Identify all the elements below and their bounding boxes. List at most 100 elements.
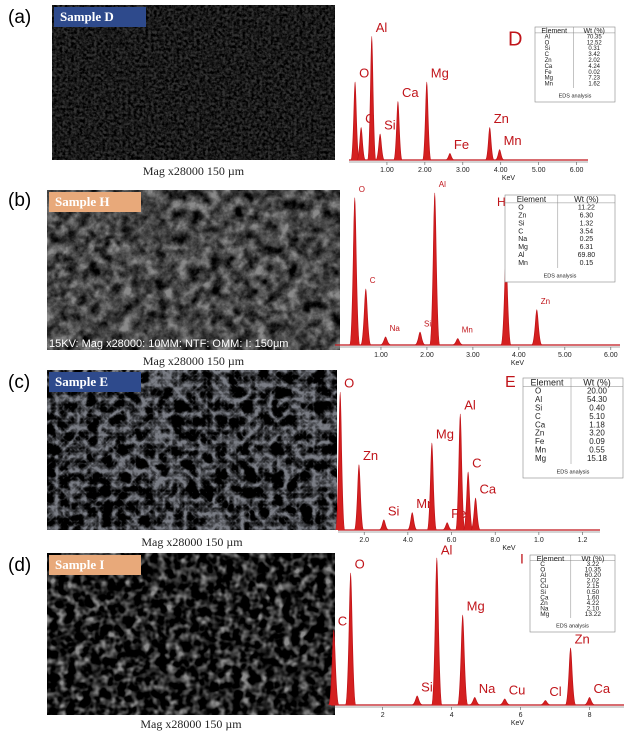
x-axis-label: KeV bbox=[502, 175, 516, 182]
peak bbox=[495, 150, 504, 160]
panel: (b)Sample H15KV: Mag x28000: 10MM: NTF: … bbox=[8, 180, 620, 368]
x-tick-label: 1.00 bbox=[374, 352, 388, 359]
table-cell: 15.18 bbox=[587, 454, 608, 463]
table-cell: 11.22 bbox=[578, 205, 595, 212]
x-tick-label: 1.00 bbox=[380, 167, 394, 174]
image-overlay: 15KV: Mag x28000: 10MM: NTF: OMM: I: 150… bbox=[49, 338, 288, 350]
peak bbox=[584, 698, 595, 706]
peak bbox=[485, 128, 494, 161]
peak bbox=[412, 696, 423, 705]
table-cell: Si bbox=[518, 220, 525, 227]
peak bbox=[380, 337, 390, 345]
sample-label: Sample D bbox=[60, 9, 114, 24]
x-tick-label: 1.2 bbox=[578, 537, 588, 544]
peak bbox=[457, 615, 468, 705]
peak-label: Mg bbox=[467, 598, 485, 613]
sem-texture bbox=[47, 190, 340, 350]
peak-label: Mn bbox=[462, 326, 473, 335]
peak bbox=[499, 699, 510, 705]
peak bbox=[367, 37, 376, 161]
table-cell: Mn bbox=[518, 260, 528, 267]
table-cell: 6.30 bbox=[580, 213, 594, 220]
peak-label: Zn bbox=[541, 297, 550, 306]
sem-texture bbox=[47, 553, 335, 715]
peak-label: Fe bbox=[454, 137, 469, 152]
x-axis-label: KeV bbox=[511, 360, 525, 367]
peak bbox=[565, 648, 576, 705]
x-tick-label: 4.0 bbox=[403, 537, 413, 544]
peak-label: Ca bbox=[480, 482, 497, 497]
peak-label: C bbox=[338, 613, 347, 628]
panel-letter: (c) bbox=[8, 372, 30, 393]
table-cell: O bbox=[518, 205, 524, 212]
sample-label: Sample I bbox=[55, 557, 104, 572]
x-tick-label: 1.0 bbox=[534, 537, 544, 544]
peak bbox=[442, 523, 451, 530]
panel-letter: (a) bbox=[8, 7, 31, 28]
peak bbox=[471, 498, 480, 530]
peak-label: Na bbox=[390, 324, 401, 333]
table-footer: EDS analysis bbox=[559, 93, 592, 99]
figure: (a)Sample DMag x28000 150 µm1.002.003.00… bbox=[0, 0, 631, 735]
peak bbox=[376, 134, 385, 160]
x-tick-label: 5.00 bbox=[558, 352, 572, 359]
peak-label: Na bbox=[479, 681, 496, 696]
peak-label: Si bbox=[421, 679, 433, 694]
peak-label: Ca bbox=[594, 681, 611, 696]
peak-label: C bbox=[472, 455, 481, 470]
table-cell: Mg bbox=[535, 454, 546, 463]
table-footer: EDS analysis bbox=[557, 469, 590, 475]
peak-label: O bbox=[344, 376, 354, 391]
table-cell: 0.15 bbox=[580, 260, 594, 267]
peak-label: Cl bbox=[549, 684, 561, 699]
peak-label: Si bbox=[424, 319, 431, 328]
peak-label: Si bbox=[384, 117, 396, 132]
peak-label: Ca bbox=[402, 85, 419, 100]
peak bbox=[427, 443, 436, 530]
peak-label: Mg bbox=[431, 65, 449, 80]
table-cell: Mg bbox=[540, 611, 549, 618]
corner-letter: H bbox=[497, 195, 506, 209]
corner-letter: I bbox=[520, 551, 524, 567]
table-cell: C bbox=[518, 228, 523, 235]
peak bbox=[361, 289, 371, 345]
peak-label: Al bbox=[376, 20, 388, 35]
peak-label: Al bbox=[441, 542, 453, 557]
table-cell: 1.62 bbox=[588, 82, 600, 88]
peak bbox=[379, 520, 388, 530]
sample-label: Sample E bbox=[55, 374, 108, 389]
table-cell: 13.22 bbox=[585, 611, 602, 618]
panel-letter: (d) bbox=[8, 555, 31, 576]
x-tick-label: 6 bbox=[519, 712, 523, 719]
peak-label: Al bbox=[439, 180, 446, 189]
x-tick-label: 6.00 bbox=[604, 352, 618, 359]
peak-label: Cu bbox=[509, 682, 526, 697]
x-tick-label: 3.00 bbox=[466, 352, 480, 359]
table-header: Wt (%) bbox=[574, 195, 599, 204]
panel: (a)Sample DMag x28000 150 µm1.002.003.00… bbox=[8, 5, 615, 182]
caption: Mag x28000 150 µm bbox=[143, 164, 245, 178]
x-axis-label: KeV bbox=[511, 720, 525, 727]
table-cell: Na bbox=[518, 236, 527, 243]
caption: Mag x28000 150 µm bbox=[140, 717, 242, 731]
peak bbox=[351, 82, 360, 160]
peak-label: Zn bbox=[575, 631, 590, 646]
peak bbox=[345, 573, 356, 705]
panel-letter: (b) bbox=[8, 190, 31, 211]
table-cell: Zn bbox=[518, 213, 526, 220]
x-axis-label: KeV bbox=[502, 545, 516, 552]
x-tick-label: 8 bbox=[588, 712, 592, 719]
x-tick-label: 8.0 bbox=[490, 537, 500, 544]
table-cell: 0.25 bbox=[580, 236, 594, 243]
table-cell: Al bbox=[518, 252, 525, 259]
x-tick-label: 5.00 bbox=[532, 167, 546, 174]
peak bbox=[469, 698, 480, 706]
x-tick-label: 4 bbox=[450, 712, 454, 719]
peak-label: Zn bbox=[363, 448, 378, 463]
peak-label: Si bbox=[388, 503, 400, 518]
table-header: Element bbox=[517, 195, 547, 204]
peak bbox=[453, 339, 463, 345]
table-cell: 6.31 bbox=[580, 244, 594, 251]
x-tick-label: 4.00 bbox=[512, 352, 526, 359]
table-footer: EDS analysis bbox=[556, 623, 589, 629]
